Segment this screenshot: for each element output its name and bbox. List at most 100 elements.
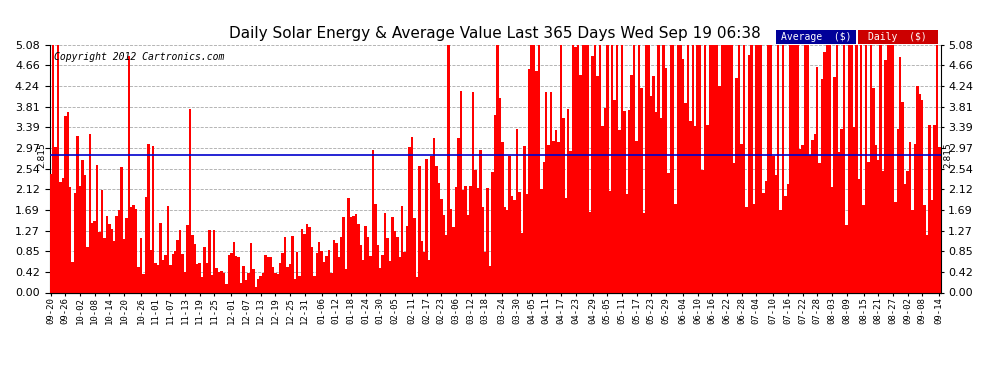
Bar bbox=[731, 45, 733, 292]
Bar bbox=[340, 237, 343, 292]
Bar bbox=[669, 45, 672, 292]
Bar bbox=[892, 45, 894, 292]
Bar bbox=[223, 273, 226, 292]
Bar bbox=[531, 45, 533, 292]
Bar bbox=[842, 45, 845, 292]
Bar bbox=[84, 175, 86, 292]
Bar bbox=[474, 171, 477, 292]
Bar bbox=[347, 198, 349, 292]
Bar bbox=[421, 242, 423, 292]
Bar bbox=[638, 45, 641, 292]
Bar bbox=[276, 274, 279, 292]
Bar bbox=[691, 45, 694, 292]
Bar bbox=[196, 264, 198, 292]
Bar bbox=[811, 140, 814, 292]
Bar bbox=[216, 268, 218, 292]
Bar bbox=[169, 265, 171, 292]
Bar bbox=[694, 126, 696, 292]
Bar bbox=[554, 129, 557, 292]
Bar bbox=[809, 155, 811, 292]
Bar bbox=[716, 45, 719, 292]
Bar bbox=[826, 45, 829, 292]
Bar bbox=[774, 176, 777, 292]
Bar bbox=[113, 242, 116, 292]
Bar bbox=[376, 244, 379, 292]
Bar bbox=[936, 45, 939, 292]
Bar bbox=[616, 45, 619, 292]
Bar bbox=[889, 45, 892, 292]
Bar bbox=[389, 261, 391, 292]
Bar bbox=[747, 55, 750, 292]
Bar bbox=[362, 260, 364, 292]
Bar bbox=[477, 188, 479, 292]
Bar bbox=[679, 45, 682, 292]
Text: Average  ($): Average ($) bbox=[780, 32, 851, 42]
Bar bbox=[248, 273, 249, 292]
Bar bbox=[61, 178, 64, 292]
Bar bbox=[579, 75, 582, 292]
Bar bbox=[838, 152, 841, 292]
Bar bbox=[413, 218, 416, 292]
Bar bbox=[547, 145, 549, 292]
Bar bbox=[291, 236, 294, 292]
Bar bbox=[284, 237, 286, 292]
Bar bbox=[643, 213, 645, 292]
Bar bbox=[704, 45, 706, 292]
Bar bbox=[914, 144, 916, 292]
Bar bbox=[374, 204, 376, 292]
Bar bbox=[797, 45, 799, 292]
Bar bbox=[467, 215, 469, 292]
Bar bbox=[259, 276, 262, 292]
Bar bbox=[636, 141, 638, 292]
Text: 2.815: 2.815 bbox=[943, 142, 952, 168]
Bar bbox=[208, 230, 211, 292]
Bar bbox=[269, 257, 271, 292]
Bar bbox=[887, 45, 889, 292]
Bar bbox=[562, 118, 564, 292]
Bar bbox=[860, 45, 862, 292]
Bar bbox=[384, 213, 386, 292]
Bar bbox=[349, 217, 352, 292]
Bar bbox=[423, 252, 426, 292]
Bar bbox=[501, 142, 504, 292]
Bar bbox=[738, 45, 741, 292]
Bar bbox=[257, 279, 259, 292]
Bar bbox=[601, 126, 604, 292]
Bar bbox=[186, 225, 189, 292]
Bar bbox=[428, 260, 431, 292]
Bar bbox=[264, 255, 266, 292]
Bar bbox=[51, 45, 54, 292]
Bar bbox=[836, 45, 838, 292]
Bar bbox=[921, 100, 924, 292]
Bar bbox=[824, 53, 826, 292]
Bar bbox=[189, 109, 191, 292]
Bar bbox=[396, 237, 399, 292]
Bar bbox=[447, 45, 449, 292]
Bar bbox=[662, 45, 664, 292]
Bar bbox=[230, 253, 233, 292]
Bar bbox=[799, 149, 801, 292]
Bar bbox=[486, 189, 489, 292]
Bar bbox=[489, 266, 491, 292]
Bar bbox=[391, 216, 394, 292]
Bar bbox=[589, 211, 591, 292]
Bar bbox=[567, 109, 569, 292]
Bar bbox=[899, 57, 902, 292]
Bar bbox=[481, 207, 484, 292]
Bar bbox=[659, 118, 662, 292]
Bar bbox=[533, 45, 536, 292]
Bar bbox=[677, 45, 679, 292]
Bar bbox=[714, 45, 716, 292]
Bar bbox=[924, 205, 926, 292]
Bar bbox=[441, 199, 443, 292]
Bar bbox=[121, 168, 123, 292]
Bar bbox=[777, 45, 779, 292]
Bar bbox=[266, 256, 269, 292]
Text: Copyright 2012 Cartronics.com: Copyright 2012 Cartronics.com bbox=[53, 53, 225, 62]
Bar bbox=[164, 255, 166, 292]
Bar bbox=[689, 121, 691, 292]
Bar bbox=[93, 221, 96, 292]
Bar bbox=[308, 226, 311, 292]
Bar bbox=[318, 242, 321, 292]
Bar bbox=[81, 160, 84, 292]
